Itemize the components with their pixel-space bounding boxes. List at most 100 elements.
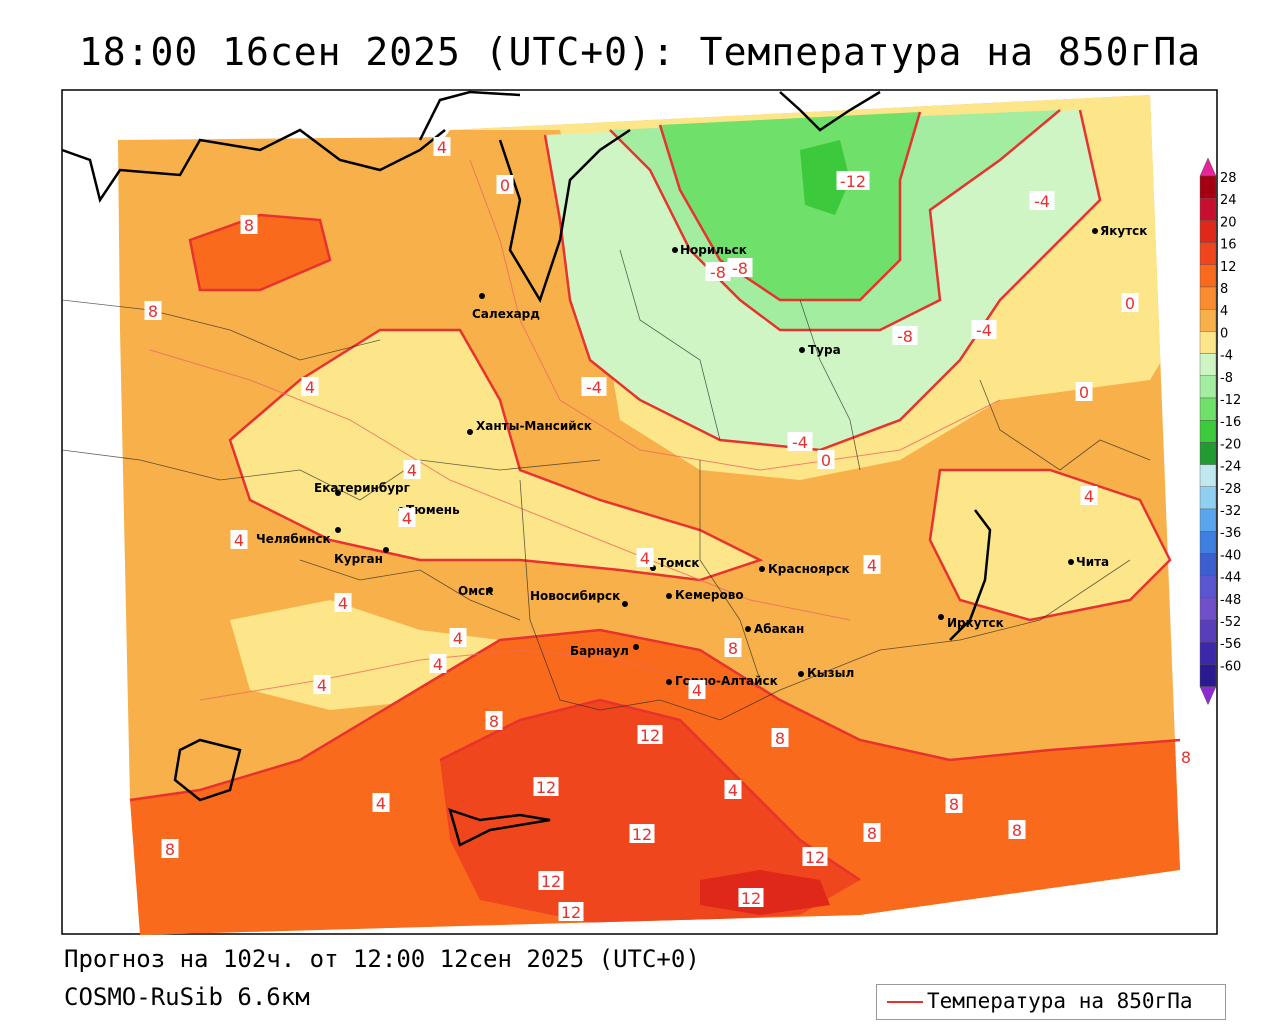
isotherm-label-bg (449, 628, 467, 647)
isotherm-label: 4 (402, 509, 412, 528)
model-name: COSMO-RuSib 6.6км (64, 983, 310, 1011)
isotherm-label: 12 (536, 778, 556, 797)
city-dot (938, 614, 944, 620)
city-dot (759, 566, 765, 572)
isotherm-label-bg (727, 258, 753, 277)
isotherm-label-bg (313, 675, 331, 694)
city-dot (487, 587, 493, 593)
city-label: Курган (334, 552, 383, 566)
isotherm-label: 4 (407, 461, 417, 480)
isotherm-label: 4 (453, 629, 463, 648)
colorbar-tick-label: -52 (1220, 615, 1241, 630)
isotherm-label: 8 (1012, 821, 1022, 840)
isotherm-label-bg (802, 847, 828, 866)
isotherm-label: -4 (976, 321, 992, 340)
zone-minus12 (660, 112, 920, 300)
isotherm-label-bg (581, 377, 607, 396)
colorbar-tick-label: -8 (1220, 371, 1233, 386)
city-label: Якутск (1100, 224, 1147, 238)
isotherm-label-bg (817, 450, 835, 469)
colorbar-tick-label: -36 (1220, 526, 1241, 541)
map-legend: Температура на 850гПа (876, 984, 1226, 1020)
isotherm-label-bg (485, 711, 503, 730)
isotherm-label-bg (637, 725, 663, 744)
isotherm-label: 4 (437, 138, 447, 157)
isotherm-label: 8 (165, 840, 175, 859)
zone-12-south (440, 700, 860, 925)
colorbar-tick-label: -28 (1220, 482, 1241, 497)
colorbar-swatch (1199, 353, 1217, 377)
city-label: Норильск (680, 243, 747, 257)
isotherm-labels: -12-8 -8-8-4-4-4-400004444444444444448888… (144, 137, 1195, 922)
isotherm-label: 4 (234, 531, 244, 550)
city-label: Барнаул (570, 644, 629, 658)
isotherm-label-bg (398, 508, 416, 527)
city-label: Омск (458, 584, 493, 598)
colorbar-tick-label: -4 (1220, 349, 1233, 364)
colorbar-tick-label: -48 (1220, 593, 1241, 608)
isotherm-label-bg (836, 171, 870, 190)
isotherm-label-bg (1075, 382, 1093, 401)
city-dot (479, 293, 485, 299)
isotherm-label: 8 (244, 216, 254, 235)
isotherm-label-bg (301, 377, 319, 396)
isotherm-label-bg (629, 824, 655, 843)
colorbar-tick-label: -44 (1220, 571, 1241, 586)
isotherm-label: 4 (376, 794, 386, 813)
isotherm-label: -4 (792, 433, 808, 452)
isotherm-label: -8 (732, 259, 748, 278)
city-dot (467, 429, 473, 435)
isotherm-label: 8 (867, 824, 877, 843)
isotherm-label: 0 (500, 176, 510, 195)
zone-0-4-center (230, 330, 760, 580)
isotherm-label-bg (724, 638, 742, 657)
colorbar-swatch (1199, 464, 1217, 488)
colorbar-tick-label: 24 (1220, 193, 1237, 208)
city-dot (1068, 559, 1074, 565)
colorbar-tick-label: -60 (1220, 659, 1241, 674)
isotherm-label: -4 (586, 378, 602, 397)
isotherm-label-bg (971, 320, 997, 339)
isotherm-label-bg (334, 593, 352, 612)
colorbar-swatch (1199, 286, 1217, 310)
colorbar-swatch (1199, 175, 1217, 199)
forecast-info: Прогноз на 102ч. от 12:00 12сен 2025 (UT… (64, 945, 700, 973)
isotherm-label: 4 (317, 676, 327, 695)
colorbar-swatch (1199, 508, 1217, 532)
isotherm-label-bg (1029, 191, 1055, 210)
colorbar-swatch (1199, 597, 1217, 621)
colorbar-tick-label: 12 (1220, 260, 1237, 275)
isotherms (129, 109, 1181, 882)
city-dot (383, 547, 389, 553)
isotherm-label: -8 (897, 327, 913, 346)
isotherm-label: 12 (640, 726, 660, 745)
thin-isolines (149, 159, 1001, 701)
isotherm-label-bg (144, 301, 162, 320)
city-label: Кызыл (807, 666, 854, 680)
coastlines (61, 90, 992, 847)
isotherm-label: -12 (840, 172, 866, 191)
isotherm-label-bg (161, 839, 179, 858)
isotherm-label-bg (1080, 486, 1098, 505)
colorbar-swatch (1199, 664, 1217, 687)
isotherm-label-bg (533, 777, 559, 796)
colorbar-swatch (1199, 442, 1217, 465)
city-dot (622, 601, 628, 607)
zone-0-4-east (930, 470, 1170, 620)
city-label: Тюмень (406, 503, 460, 517)
city-dot (798, 671, 804, 677)
colorbar-swatch (1199, 642, 1217, 665)
city-dot (672, 247, 678, 253)
isotherm-label: 4 (640, 549, 650, 568)
colorbar-swatch (1199, 420, 1217, 443)
isotherm-label-bg (538, 871, 564, 890)
city-dot (666, 593, 672, 599)
city-label: Тура (808, 343, 841, 357)
city-dot (799, 347, 805, 353)
city-dot (335, 527, 341, 533)
zone-8-west (190, 215, 330, 290)
zone-minus16 (800, 140, 850, 215)
isotherm-label-bg (705, 262, 731, 281)
isotherm-label-bg (429, 654, 447, 673)
isotherm-label-bg (558, 902, 584, 921)
